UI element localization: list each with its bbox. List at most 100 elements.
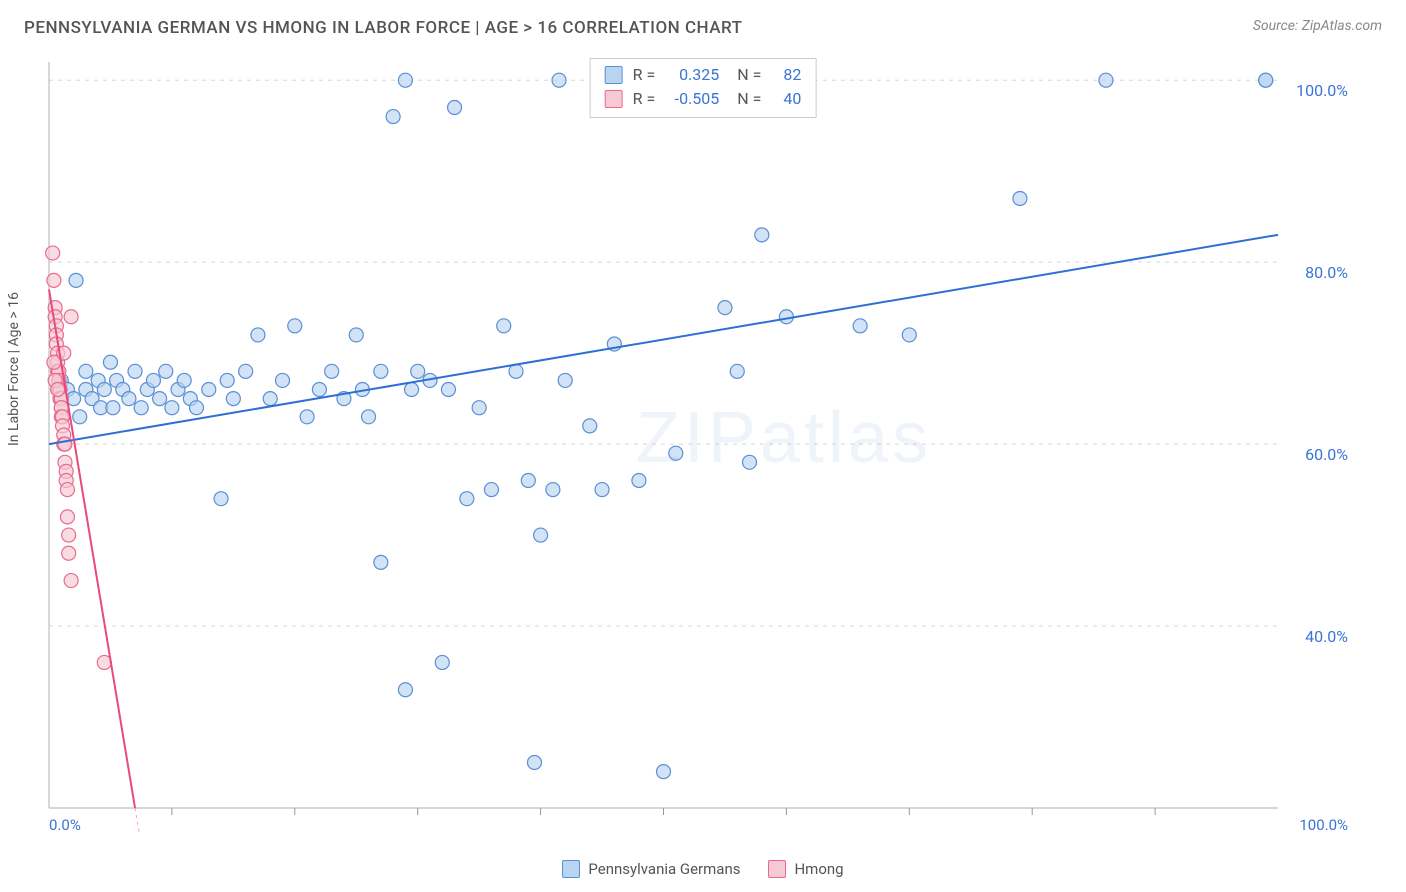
data-point — [276, 373, 290, 387]
source-label: Source: ZipAtlas.com — [1253, 18, 1382, 34]
data-point — [64, 574, 78, 588]
data-point — [374, 364, 388, 378]
legend-label: Pennsylvania Germans — [588, 860, 740, 878]
data-point — [1013, 191, 1027, 205]
r-label: R = — [633, 63, 656, 87]
data-point — [349, 328, 363, 342]
data-point — [657, 765, 671, 779]
legend-swatch — [768, 860, 786, 878]
data-point — [362, 410, 376, 424]
data-point — [669, 446, 683, 460]
data-point — [448, 100, 462, 114]
data-point — [497, 319, 511, 333]
data-point — [106, 401, 120, 415]
data-point — [558, 373, 572, 387]
data-point — [325, 364, 339, 378]
data-point — [312, 383, 326, 397]
legend-swatch — [562, 860, 580, 878]
data-point — [73, 410, 87, 424]
data-point — [62, 528, 76, 542]
svg-text:100.0%: 100.0% — [1299, 816, 1348, 832]
data-point — [534, 528, 548, 542]
data-point — [47, 273, 61, 287]
r-value: 0.325 — [665, 63, 719, 87]
correlation-row: R = 0.325 N = 82 — [605, 63, 802, 87]
legend-item: Pennsylvania Germans — [562, 860, 740, 878]
data-point — [159, 364, 173, 378]
scatter-plot-svg: 40.0% 60.0% 80.0% 100.0% 0.0% 100.0% — [45, 56, 1388, 832]
data-point — [405, 383, 419, 397]
data-point — [51, 383, 65, 397]
n-label: N = — [729, 87, 761, 111]
data-point — [398, 683, 412, 697]
data-point — [153, 392, 167, 406]
data-point — [521, 473, 535, 487]
data-point — [251, 328, 265, 342]
chart-title: PENNSYLVANIA GERMAN VS HMONG IN LABOR FO… — [24, 18, 743, 38]
data-point — [214, 492, 228, 506]
data-point — [122, 392, 136, 406]
data-point — [902, 328, 916, 342]
data-point — [64, 310, 78, 324]
bottom-legend: Pennsylvania Germans Hmong — [0, 860, 1406, 878]
trend-line — [49, 235, 1278, 444]
data-point — [484, 483, 498, 497]
data-point — [239, 364, 253, 378]
n-label: N = — [729, 63, 761, 87]
data-point — [441, 383, 455, 397]
legend-swatch — [605, 90, 623, 108]
y-tick-label: 80.0% — [1305, 263, 1348, 282]
data-point — [552, 73, 566, 87]
correlation-legend-box: R = 0.325 N = 82 R = -0.505 N = 40 — [590, 58, 817, 118]
data-point — [730, 364, 744, 378]
data-point — [288, 319, 302, 333]
data-point — [263, 392, 277, 406]
data-point — [69, 273, 83, 287]
data-point — [374, 555, 388, 569]
data-point — [79, 364, 93, 378]
data-point — [743, 455, 757, 469]
n-value: 40 — [771, 87, 801, 111]
correlation-row: R = -0.505 N = 40 — [605, 87, 802, 111]
data-point — [134, 401, 148, 415]
legend-item: Hmong — [768, 860, 843, 878]
data-point — [398, 73, 412, 87]
svg-text:0.0%: 0.0% — [49, 816, 81, 832]
data-point — [300, 410, 314, 424]
data-point — [128, 364, 142, 378]
y-axis-label: In Labor Force | Age > 16 — [6, 292, 22, 446]
data-point — [386, 110, 400, 124]
data-point — [1099, 73, 1113, 87]
data-point — [472, 401, 486, 415]
y-tick-label: 60.0% — [1305, 445, 1348, 464]
data-point — [460, 492, 474, 506]
data-point — [411, 364, 425, 378]
data-point — [546, 483, 560, 497]
r-value: -0.505 — [665, 87, 719, 111]
data-point — [435, 655, 449, 669]
data-point — [527, 756, 541, 770]
data-point — [755, 228, 769, 242]
data-point — [189, 401, 203, 415]
data-point — [202, 383, 216, 397]
data-point — [718, 301, 732, 315]
data-point — [1259, 73, 1273, 87]
data-point — [97, 383, 111, 397]
chart-area: 40.0%60.0%80.0%100.0%0.0%100.0% ZIPatlas — [45, 56, 1388, 832]
data-point — [583, 419, 597, 433]
n-value: 82 — [771, 63, 801, 87]
legend-swatch — [605, 66, 623, 84]
y-tick-label: 40.0% — [1305, 627, 1348, 646]
data-point — [146, 373, 160, 387]
data-point — [58, 437, 72, 451]
data-point — [46, 246, 60, 260]
data-point — [226, 392, 240, 406]
data-point — [60, 483, 74, 497]
data-point — [220, 373, 234, 387]
data-point — [60, 510, 74, 524]
y-tick-label: 100.0% — [1296, 81, 1348, 100]
data-point — [62, 546, 76, 560]
data-point — [632, 473, 646, 487]
data-point — [103, 355, 117, 369]
r-label: R = — [633, 87, 656, 111]
